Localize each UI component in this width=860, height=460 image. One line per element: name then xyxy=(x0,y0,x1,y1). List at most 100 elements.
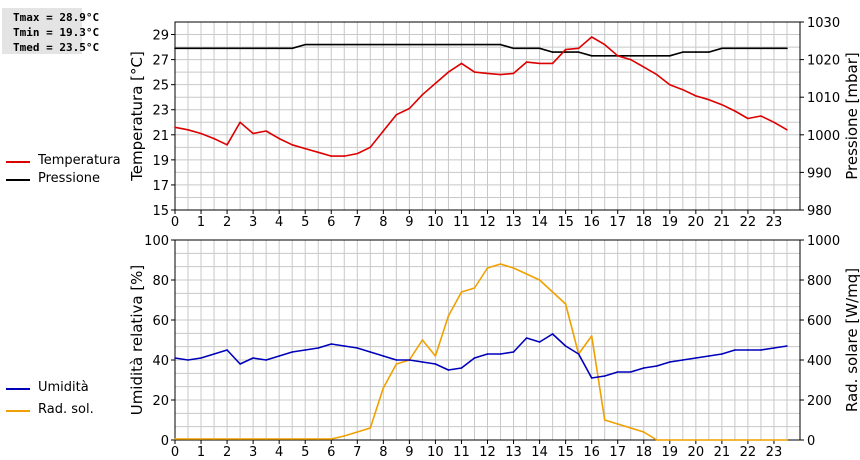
humidity-radiation-series-0-point xyxy=(226,349,228,351)
humidity-radiation-series-0-point xyxy=(682,359,684,361)
humidity-radiation-series-0-point xyxy=(187,359,189,361)
temp-pressure-series-1-point xyxy=(708,51,710,53)
temp-pressure-series-0-point xyxy=(226,144,228,146)
temp-pressure-series-1-point xyxy=(291,47,293,50)
humidity-radiation-xtick-label: 5 xyxy=(301,445,309,460)
humidity-radiation-series-1-point xyxy=(695,439,697,441)
humidity-radiation-series-0-point xyxy=(382,355,385,357)
humidity-radiation-series-1-point xyxy=(760,439,762,441)
humidity-radiation-series-1-point xyxy=(603,419,606,421)
humidity-radiation-series-0-point xyxy=(564,345,567,347)
temp-pressure-series-0-point xyxy=(512,72,515,75)
temp-pressure-ytick-left-label: 17 xyxy=(152,179,169,194)
temp-pressure-series-1-point xyxy=(747,47,749,50)
temp-pressure-series-0-point xyxy=(317,151,320,154)
temp-pressure-xtick-label: 6 xyxy=(327,215,335,230)
temp-pressure-series-1-point xyxy=(252,47,254,50)
humidity-radiation-xtick-label: 2 xyxy=(223,445,231,460)
temp-pressure-ytick-left-label: 15 xyxy=(152,204,169,219)
humidity-radiation-series-0-point xyxy=(773,347,775,349)
humidity-radiation-xtick-label: 12 xyxy=(479,445,496,460)
humidity-radiation-series-1-point xyxy=(291,438,293,440)
humidity-radiation-series-1-point xyxy=(252,438,254,440)
humidity-radiation-series-0-point xyxy=(642,367,645,369)
humidity-radiation-series-0-point xyxy=(278,355,280,357)
humidity-radiation-ytick-right-label: 200 xyxy=(807,394,832,409)
temp-pressure-xtick-label: 3 xyxy=(249,215,257,230)
temp-pressure-series-1-point xyxy=(512,47,515,50)
temp-pressure-ylabel-left: Temperatura [°C] xyxy=(128,51,146,182)
temp-pressure-ytick-left-label: 23 xyxy=(152,104,169,119)
legend-swatch-radiation xyxy=(6,410,30,412)
humidity-radiation-series-1-point xyxy=(655,439,658,441)
humidity-radiation-series-0-point xyxy=(356,347,359,349)
humidity-radiation-series-1-point xyxy=(629,427,632,429)
humidity-radiation-series-1-point xyxy=(473,287,476,289)
temp-pressure-series-1-point xyxy=(773,47,775,50)
humidity-radiation-series-0-point xyxy=(252,357,254,359)
temp-pressure-ytick-right-label: 990 xyxy=(807,166,832,181)
humidity-radiation-xtick-label: 8 xyxy=(379,445,387,460)
temp-pressure-series-1-point xyxy=(187,47,189,50)
temp-pressure-series-1-point xyxy=(434,43,437,46)
temp-pressure-series-1-point xyxy=(447,43,450,46)
temp-pressure-series-0-point xyxy=(239,121,241,124)
humidity-radiation-series-1-point xyxy=(786,439,788,441)
humidity-radiation-ytick-right-label: 0 xyxy=(807,434,815,449)
humidity-radiation-series-0-point xyxy=(747,349,749,351)
humidity-radiation-ytick-right-label: 1000 xyxy=(807,234,840,249)
humidity-radiation-series-1-point xyxy=(747,439,749,441)
temp-pressure-series-1-point xyxy=(760,47,762,50)
temp-pressure-xtick-label: 21 xyxy=(714,215,731,230)
humidity-radiation-series-1-point xyxy=(356,431,359,433)
humidity-radiation-series-1-point xyxy=(499,263,502,265)
humidity-radiation-series-1-point xyxy=(721,439,723,441)
humidity-radiation-series-1-point xyxy=(551,291,554,293)
temp-pressure-xtick-label: 16 xyxy=(583,215,600,230)
temp-pressure-series-0-point xyxy=(408,107,411,110)
humidity-radiation-xtick-label: 16 xyxy=(583,445,600,460)
humidity-radiation-ytick-left-label: 80 xyxy=(152,274,169,289)
temp-pressure-series-1-point xyxy=(525,47,528,50)
temp-pressure-series-0-point xyxy=(747,117,749,120)
humidity-radiation-series-0-point xyxy=(486,353,489,355)
humidity-radiation-series-1-point xyxy=(278,438,280,440)
temp-pressure-series-0-point xyxy=(252,132,254,135)
temp-pressure-xtick-label: 4 xyxy=(275,215,283,230)
humidity-radiation-series-1-point xyxy=(616,423,619,425)
temp-pressure-series-0-point xyxy=(369,146,372,149)
temp-pressure-series-1-point xyxy=(695,51,697,53)
temp-pressure-series-1-point xyxy=(239,47,241,50)
temp-pressure-series-1-point xyxy=(642,55,645,57)
humidity-radiation-ytick-right-label: 400 xyxy=(807,354,832,369)
humidity-radiation-series-0-point xyxy=(538,341,541,343)
temp-pressure-series-0-point xyxy=(395,113,398,116)
temp-pressure-ytick-right-label: 1010 xyxy=(807,91,840,106)
temp-pressure-series-0-point xyxy=(499,73,502,76)
temp-pressure-series-0-point xyxy=(187,128,189,131)
temp-pressure-series-0-point xyxy=(200,132,202,135)
temp-pressure-series-0-point xyxy=(447,71,450,73)
temp-pressure-series-0-point xyxy=(551,62,554,65)
humidity-radiation-series-1-point xyxy=(512,267,515,269)
temp-pressure-xtick-label: 10 xyxy=(427,215,444,230)
temp-pressure-series-0-point xyxy=(265,130,267,132)
temp-pressure-series-1-point xyxy=(655,55,658,57)
humidity-radiation-series-1-point xyxy=(343,435,346,437)
humidity-radiation-series-0-point xyxy=(590,377,593,379)
humidity-radiation-xtick-label: 9 xyxy=(405,445,413,460)
humidity-radiation-series-1-point xyxy=(265,438,267,440)
humidity-radiation-series-1-point xyxy=(668,439,671,441)
humidity-radiation-ytick-left-label: 100 xyxy=(144,234,169,249)
humidity-radiation-ytick-left-label: 60 xyxy=(152,314,169,329)
temp-pressure-series-0-point xyxy=(564,48,567,51)
humidity-radiation-series-0-point xyxy=(760,349,762,351)
humidity-radiation-ytick-right-label: 800 xyxy=(807,274,832,289)
humidity-radiation-series-1-point xyxy=(486,267,489,269)
humidity-radiation-series-1-point xyxy=(564,303,567,305)
temp-pressure-series-1-point xyxy=(721,47,723,50)
temp-pressure-series-1-point xyxy=(395,43,398,46)
legend-swatch-humidity xyxy=(6,388,30,390)
humidity-radiation-series-0-point xyxy=(447,369,450,371)
temp-pressure-series-0-point xyxy=(473,71,476,73)
